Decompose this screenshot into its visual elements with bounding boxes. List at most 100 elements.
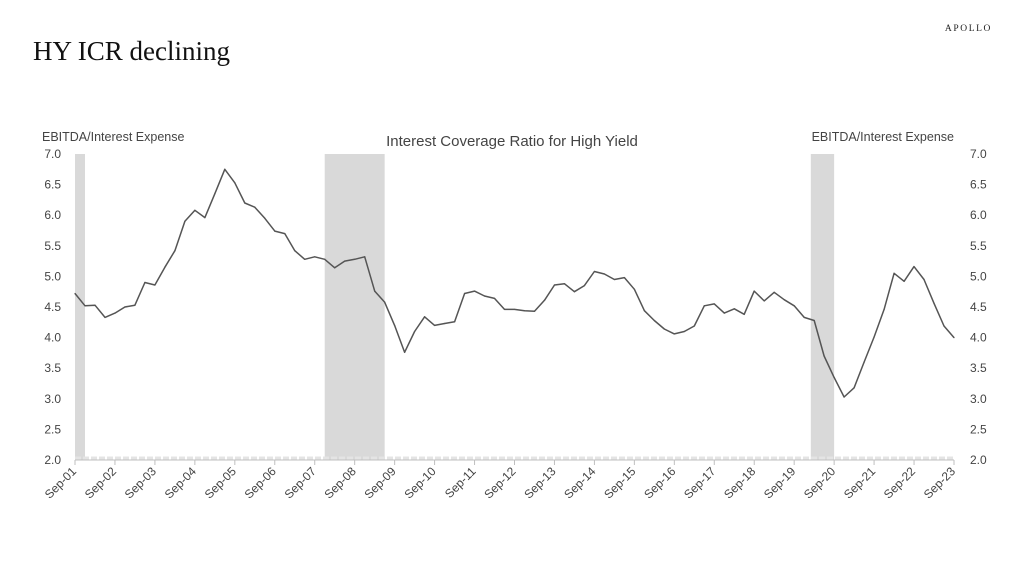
data-point bbox=[384, 301, 386, 303]
y-tick-label-left: 2.5 bbox=[44, 422, 61, 436]
data-point bbox=[663, 328, 665, 330]
data-point bbox=[244, 202, 246, 204]
y-tick-label-left: 7.0 bbox=[44, 147, 61, 161]
x-tick-label: Sep-15 bbox=[601, 464, 638, 501]
data-point bbox=[174, 250, 176, 252]
data-point bbox=[294, 250, 296, 252]
x-tick-label: Sep-16 bbox=[641, 464, 678, 501]
x-tick-label: Sep-19 bbox=[761, 464, 798, 501]
y-tick-label-right: 5.0 bbox=[970, 269, 987, 283]
data-point bbox=[463, 292, 466, 295]
y-tick-label-left: 6.5 bbox=[44, 178, 61, 192]
data-point bbox=[214, 193, 216, 195]
data-point bbox=[943, 325, 945, 327]
data-point bbox=[523, 310, 526, 312]
data-point bbox=[843, 396, 845, 398]
x-tick-label: Sep-23 bbox=[921, 464, 958, 501]
data-point bbox=[933, 302, 935, 304]
x-tick-label: Sep-05 bbox=[202, 464, 239, 501]
data-point bbox=[344, 260, 346, 262]
y-tick-label-left: 6.0 bbox=[44, 208, 61, 222]
x-tick-label: Sep-08 bbox=[322, 464, 359, 501]
x-tick-label: Sep-04 bbox=[162, 464, 199, 501]
y-tick-label-left: 2.0 bbox=[44, 453, 61, 467]
x-tick-label: Sep-18 bbox=[721, 464, 758, 501]
y-tick-label-right: 2.5 bbox=[970, 422, 987, 436]
y-tick-label-right: 2.0 bbox=[970, 453, 987, 467]
data-point bbox=[404, 351, 406, 353]
data-point bbox=[453, 321, 456, 323]
data-point bbox=[144, 281, 146, 284]
series-layer bbox=[74, 168, 955, 398]
data-point bbox=[583, 284, 586, 287]
x-tick-label: Sep-07 bbox=[282, 464, 319, 501]
data-point bbox=[364, 256, 366, 258]
data-point bbox=[883, 308, 885, 311]
data-point bbox=[394, 324, 396, 326]
data-point bbox=[633, 288, 635, 290]
data-point bbox=[184, 220, 186, 222]
data-point bbox=[813, 319, 815, 322]
data-point bbox=[194, 209, 196, 211]
y-tick-label-left: 4.5 bbox=[44, 300, 61, 314]
data-point bbox=[553, 284, 556, 286]
data-point bbox=[733, 308, 735, 310]
data-point bbox=[923, 278, 925, 281]
data-point bbox=[433, 324, 436, 326]
x-tick-label: Sep-20 bbox=[801, 464, 838, 501]
data-point bbox=[543, 299, 546, 301]
data-point bbox=[274, 230, 276, 232]
data-point bbox=[324, 258, 326, 260]
y-tick-label-left: 4.0 bbox=[44, 331, 61, 345]
y-tick-label-right: 6.5 bbox=[970, 178, 987, 192]
data-point bbox=[104, 316, 106, 319]
data-point bbox=[314, 256, 316, 258]
data-point bbox=[643, 310, 645, 312]
data-point bbox=[753, 290, 755, 292]
data-point bbox=[713, 303, 715, 305]
data-point bbox=[563, 283, 566, 285]
data-point bbox=[134, 304, 136, 306]
y-tick-label-right: 7.0 bbox=[970, 147, 987, 161]
y-axis-right-title: EBITDA/Interest Expense bbox=[812, 130, 954, 144]
y-tick-label-right: 3.0 bbox=[970, 392, 987, 406]
data-point bbox=[743, 313, 745, 315]
data-point bbox=[573, 291, 576, 293]
data-point bbox=[863, 361, 865, 363]
data-point bbox=[783, 299, 785, 301]
data-point bbox=[284, 232, 286, 235]
x-tick-label: Sep-02 bbox=[82, 464, 119, 501]
data-point bbox=[703, 305, 705, 307]
y-axis-left-title: EBITDA/Interest Expense bbox=[42, 130, 184, 144]
data-point bbox=[953, 337, 955, 339]
data-point bbox=[623, 277, 625, 279]
data-point bbox=[833, 376, 835, 378]
data-point bbox=[513, 308, 516, 311]
x-tick-label: Sep-21 bbox=[841, 464, 878, 501]
data-point bbox=[723, 312, 725, 314]
recession-band bbox=[324, 154, 385, 460]
y-tick-label-left: 5.5 bbox=[44, 239, 61, 253]
y-tick-label-right: 6.0 bbox=[970, 208, 987, 222]
x-tick-label: Sep-11 bbox=[442, 464, 479, 501]
data-point bbox=[114, 312, 116, 314]
x-tick-label: Sep-06 bbox=[242, 464, 279, 501]
y-tick-label-right: 5.5 bbox=[970, 239, 987, 253]
data-point bbox=[613, 278, 615, 281]
x-tick-label: Sep-12 bbox=[481, 464, 518, 501]
recession-band bbox=[75, 154, 85, 460]
x-tick-label: Sep-10 bbox=[401, 464, 438, 501]
slide-title: HY ICR declining bbox=[33, 36, 230, 66]
data-point bbox=[763, 300, 765, 302]
data-point bbox=[264, 217, 266, 219]
data-point bbox=[493, 297, 496, 300]
x-tick-label: Sep-09 bbox=[361, 464, 398, 501]
data-point bbox=[793, 305, 795, 307]
data-point bbox=[903, 280, 905, 282]
data-point bbox=[84, 305, 86, 307]
y-tick-label-right: 4.5 bbox=[970, 300, 987, 314]
data-point bbox=[823, 355, 825, 357]
data-point bbox=[74, 292, 76, 295]
data-point bbox=[154, 284, 156, 286]
data-point bbox=[673, 333, 675, 335]
